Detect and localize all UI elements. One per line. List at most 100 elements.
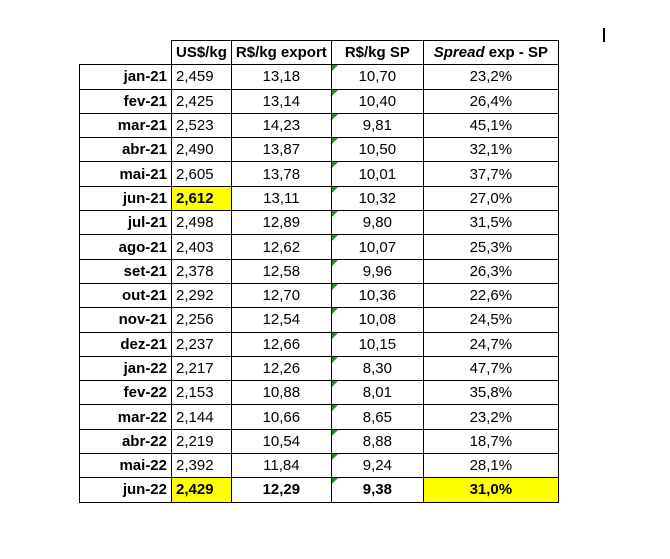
usd-cell[interactable]: 2,459 — [171, 64, 232, 90]
spread-cell[interactable]: 45,1% — [422, 112, 559, 139]
brl-export-cell[interactable]: 12,54 — [230, 307, 332, 333]
brl-export-cell[interactable]: 10,54 — [230, 428, 332, 455]
brl-export-cell[interactable]: 13,11 — [230, 185, 332, 212]
month-cell[interactable]: out-21 — [79, 282, 172, 309]
month-cell[interactable]: fev-22 — [79, 380, 172, 406]
brl-export-cell[interactable]: 13,87 — [230, 137, 332, 163]
usd-cell[interactable]: 2,523 — [171, 112, 232, 139]
brl-export-cell[interactable]: 12,89 — [230, 210, 332, 236]
spread-cell[interactable]: 26,3% — [422, 258, 559, 284]
month-cell[interactable]: jan-22 — [79, 355, 172, 382]
usd-cell[interactable]: 2,403 — [171, 234, 232, 260]
brl-sp-cell[interactable]: 10,36 — [330, 282, 424, 309]
usd-cell[interactable]: 2,153 — [171, 380, 232, 406]
usd-cell[interactable]: 2,392 — [171, 453, 232, 479]
brl-sp-cell[interactable]: 9,38 — [330, 477, 424, 503]
usd-cell[interactable]: 2,217 — [171, 355, 232, 382]
spread-cell[interactable]: 24,7% — [422, 331, 559, 357]
header-brl-per-kg-sp[interactable]: R$/kg SP — [330, 39, 424, 66]
usd-cell[interactable]: 2,256 — [171, 307, 232, 333]
spread-cell[interactable]: 24,5% — [422, 307, 559, 333]
month-cell[interactable]: fev-21 — [79, 88, 172, 114]
usd-cell-highlighted[interactable]: 2,429 — [171, 477, 232, 503]
brl-sp-cell[interactable]: 9,80 — [330, 210, 424, 236]
brl-export-cell[interactable]: 12,58 — [230, 258, 332, 284]
brl-sp-cell[interactable]: 9,81 — [330, 112, 424, 139]
brl-sp-cell[interactable]: 8,88 — [330, 428, 424, 455]
usd-cell[interactable]: 2,219 — [171, 428, 232, 455]
spread-cell[interactable]: 31,5% — [422, 210, 559, 236]
month-cell[interactable]: set-21 — [79, 258, 172, 284]
spread-cell[interactable]: 32,1% — [422, 137, 559, 163]
table-row: ago-21 2,403 12,62 10,07 25,3% — [79, 234, 559, 260]
month-cell[interactable]: mai-21 — [79, 161, 172, 187]
brl-export-cell[interactable]: 14,23 — [230, 112, 332, 139]
usd-cell[interactable]: 2,490 — [171, 137, 232, 163]
spread-cell[interactable]: 18,7% — [422, 428, 559, 455]
month-cell[interactable]: nov-21 — [79, 307, 172, 333]
brl-sp-cell[interactable]: 10,01 — [330, 161, 424, 187]
brl-export-cell[interactable]: 12,66 — [230, 331, 332, 357]
header-brl-per-kg-export[interactable]: R$/kg export — [230, 39, 332, 66]
brl-export-cell[interactable]: 13,78 — [230, 161, 332, 187]
brl-export-cell[interactable]: 12,29 — [230, 477, 332, 503]
brl-sp-cell[interactable]: 10,40 — [330, 88, 424, 114]
month-cell[interactable]: jan-21 — [79, 64, 172, 90]
brl-sp-value: 10,36 — [358, 287, 397, 305]
brl-sp-cell[interactable]: 10,70 — [330, 64, 424, 90]
usd-cell[interactable]: 2,292 — [171, 282, 232, 309]
spread-cell[interactable]: 37,7% — [422, 161, 559, 187]
month-cell[interactable]: mar-21 — [79, 112, 172, 139]
brl-export-cell[interactable]: 10,66 — [230, 404, 332, 430]
brl-sp-cell[interactable]: 8,65 — [330, 404, 424, 430]
brl-export-cell[interactable]: 10,88 — [230, 380, 332, 406]
month-cell[interactable]: abr-22 — [79, 428, 172, 455]
month-cell[interactable]: jul-21 — [79, 210, 172, 236]
comment-indicator-icon — [332, 90, 338, 96]
usd-cell[interactable]: 2,237 — [171, 331, 232, 357]
spread-cell[interactable]: 25,3% — [422, 234, 559, 260]
brl-export-cell[interactable]: 12,26 — [230, 355, 332, 382]
spread-cell[interactable]: 35,8% — [422, 380, 559, 406]
usd-cell[interactable]: 2,378 — [171, 258, 232, 284]
spread-cell[interactable]: 22,6% — [422, 282, 559, 309]
spread-cell[interactable]: 27,0% — [422, 185, 559, 212]
usd-cell-highlighted[interactable]: 2,612 — [171, 185, 232, 212]
spread-cell[interactable]: 23,2% — [422, 64, 559, 90]
usd-cell[interactable]: 2,425 — [171, 88, 232, 114]
corner-cell[interactable] — [79, 40, 172, 66]
month-cell[interactable]: abr-21 — [79, 137, 172, 163]
brl-sp-cell[interactable]: 10,15 — [330, 331, 424, 357]
brl-sp-cell[interactable]: 8,30 — [330, 355, 424, 382]
brl-export-cell[interactable]: 13,14 — [230, 88, 332, 114]
header-usd-per-kg[interactable]: US$/kg — [171, 39, 232, 66]
brl-sp-cell[interactable]: 10,08 — [330, 307, 424, 333]
header-spread-exp-sp[interactable]: Spread exp - SP — [422, 39, 559, 66]
table-row: fev-22 2,153 10,88 8,01 35,8% — [79, 380, 559, 406]
spread-cell[interactable]: 47,7% — [422, 355, 559, 382]
brl-sp-cell[interactable]: 8,01 — [330, 380, 424, 406]
month-cell[interactable]: jun-22 — [79, 477, 172, 503]
brl-sp-cell[interactable]: 9,96 — [330, 258, 424, 284]
usd-cell[interactable]: 2,144 — [171, 404, 232, 430]
usd-cell[interactable]: 2,605 — [171, 161, 232, 187]
spread-cell[interactable]: 26,4% — [422, 88, 559, 114]
spread-cell[interactable]: 23,2% — [422, 404, 559, 430]
brl-export-cell[interactable]: 11,84 — [230, 453, 332, 479]
brl-sp-cell[interactable]: 10,32 — [330, 185, 424, 212]
month-cell[interactable]: jun-21 — [79, 185, 172, 212]
brl-sp-cell[interactable]: 9,24 — [330, 453, 424, 479]
spread-cell-highlighted[interactable]: 31,0% — [422, 477, 559, 503]
brl-export-cell[interactable]: 12,70 — [230, 282, 332, 309]
comment-indicator-icon — [332, 260, 338, 266]
brl-export-cell[interactable]: 13,18 — [230, 64, 332, 90]
brl-sp-cell[interactable]: 10,07 — [330, 234, 424, 260]
usd-cell[interactable]: 2,498 — [171, 210, 232, 236]
month-cell[interactable]: mai-22 — [79, 453, 172, 479]
spread-cell[interactable]: 28,1% — [422, 453, 559, 479]
month-cell[interactable]: ago-21 — [79, 234, 172, 260]
brl-sp-cell[interactable]: 10,50 — [330, 137, 424, 163]
brl-export-cell[interactable]: 12,62 — [230, 234, 332, 260]
month-cell[interactable]: dez-21 — [79, 331, 172, 357]
month-cell[interactable]: mar-22 — [79, 404, 172, 430]
